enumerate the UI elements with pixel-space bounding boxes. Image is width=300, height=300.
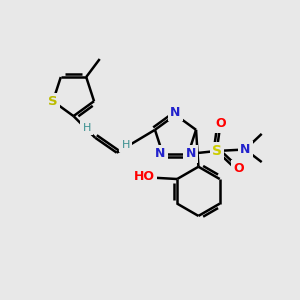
Text: H: H [122,140,130,150]
Text: S: S [48,95,58,108]
Text: N: N [185,148,196,160]
Text: N: N [240,143,250,156]
Text: S: S [212,144,222,158]
Text: O: O [215,118,226,130]
Text: N: N [155,148,166,160]
Text: HO: HO [134,169,154,182]
Text: H: H [82,123,91,133]
Text: N: N [170,106,181,119]
Text: O: O [233,163,244,176]
